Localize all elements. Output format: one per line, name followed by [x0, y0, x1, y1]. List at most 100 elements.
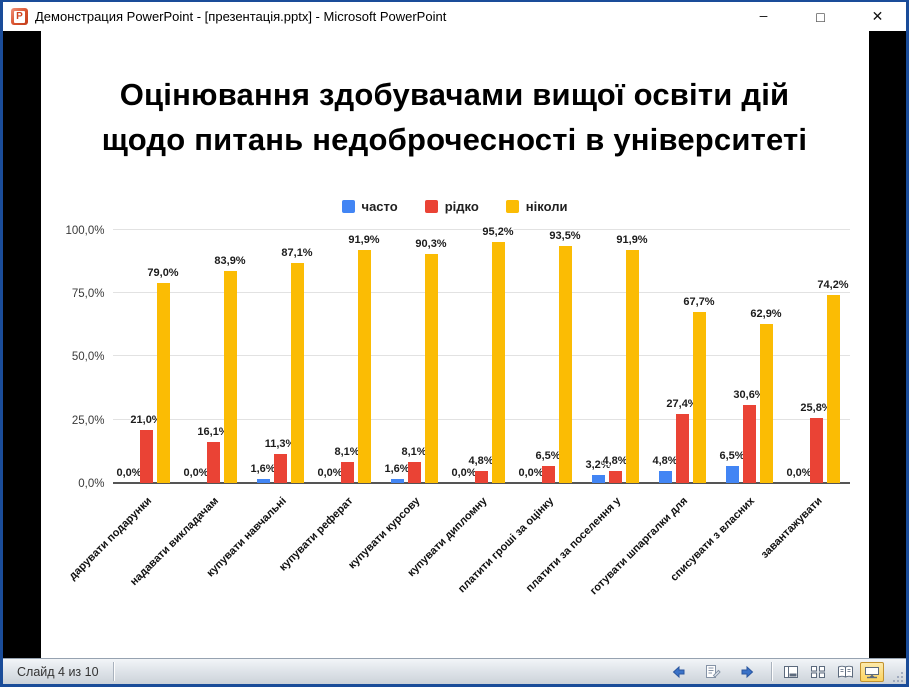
statusbar-separator — [112, 662, 114, 681]
legend-item: часто — [341, 199, 398, 214]
bar-value-label: 8,1% — [401, 446, 427, 459]
bar-value-label: 1,6% — [250, 462, 276, 475]
slideshow-nav — [655, 664, 771, 680]
x-axis-line — [112, 481, 850, 484]
bar-рідко — [675, 413, 689, 483]
bar-slot: 4,8% — [652, 230, 678, 483]
y-axis-tick-label: 25,0% — [71, 414, 105, 427]
bar-slot: 21,0% — [130, 230, 162, 483]
titlebar: P Демонстрация PowerPoint - [презентація… — [3, 2, 906, 31]
annotation-menu-icon — [706, 664, 721, 678]
bar-рідко — [340, 462, 354, 483]
bar-часто — [390, 478, 404, 483]
bar-slot: 11,3% — [265, 230, 295, 483]
bar-group: 1,6% 8,1% 90,3% — [381, 230, 448, 483]
previous-slide-button[interactable] — [671, 665, 687, 679]
slide-title-line1: Оцінювання здобувачами вищої освіти дій — [119, 77, 790, 112]
bar-slot: 74,2% — [817, 230, 849, 483]
bar-group: 1,6% 11,3% 87,1% — [247, 230, 314, 483]
bar-slot: 79,0% — [147, 230, 179, 483]
bar-value-label: 0,0% — [786, 466, 812, 479]
bar-ніколи — [491, 242, 505, 483]
legend-label: рідко — [444, 198, 479, 214]
bar-value-label: 91,9% — [616, 234, 648, 247]
window-controls: – □ ✕ — [735, 2, 906, 31]
bar-slot: 0,0% — [786, 230, 811, 483]
bar-chart: часто рідко ніколи 0,0% 25,0% 50,0% 75,0% 100,… — [41, 199, 869, 605]
bar-ніколи — [424, 254, 438, 483]
slide-menu-button[interactable] — [704, 664, 722, 680]
bar-slot: 0,0% — [518, 230, 543, 483]
chart-x-axis: дарувати подарунки надавати викладачам куп… — [67, 483, 850, 605]
presentation-stage[interactable]: Оцінювання здобувачами вищої освіти дій … — [3, 31, 906, 658]
bar-group: 0,0% 8,1% 91,9% — [314, 230, 381, 483]
slide-sorter-view-button[interactable] — [806, 662, 830, 682]
chart-legend: часто рідко ніколи — [41, 199, 869, 214]
bar-рідко — [809, 417, 823, 483]
bar-group: 0,0% 16,1% 83,9% — [180, 230, 247, 483]
bar-slot: 16,1% — [197, 230, 229, 483]
bar-ніколи — [692, 311, 706, 483]
slideshow-view-button[interactable] — [860, 661, 884, 682]
y-axis-tick-label: 100,0% — [65, 224, 105, 237]
bar-ніколи — [826, 295, 840, 483]
legend-item: рідко — [424, 198, 479, 214]
bar-slot: 83,9% — [214, 230, 246, 483]
legend-item: ніколи — [505, 198, 568, 214]
bar-value-label: 6,5% — [719, 450, 745, 463]
slide: Оцінювання здобувачами вищої освіти дій … — [40, 31, 869, 658]
minimize-button[interactable]: – — [759, 6, 768, 23]
bar-value-label: 83,9% — [214, 254, 246, 267]
bar-slot: 93,5% — [549, 230, 581, 483]
next-slide-button[interactable] — [739, 665, 755, 679]
bar-slot: 8,1% — [401, 230, 427, 483]
legend-label: ніколи — [525, 198, 568, 214]
bar-value-label: 4,8% — [652, 454, 678, 467]
bar-value-label: 90,3% — [415, 238, 447, 251]
bar-slot: 4,8% — [602, 230, 628, 483]
bar-рідко — [474, 470, 488, 483]
window-title: Демонстрация PowerPoint - [презентація.p… — [35, 9, 447, 24]
x-axis-label: завантажувати — [758, 494, 825, 561]
statusbar-separator — [771, 662, 772, 681]
y-axis-tick-label: 0,0% — [78, 477, 105, 490]
bar-ніколи — [357, 250, 371, 483]
maximize-button[interactable]: □ — [816, 8, 825, 25]
slide-title-line2: щодо питань недоброчесності в університе… — [101, 121, 808, 157]
bar-часто — [658, 470, 672, 483]
close-button[interactable]: ✕ — [871, 8, 884, 24]
bar-slot: 91,9% — [348, 230, 380, 483]
resize-grip[interactable] — [891, 659, 906, 684]
legend-swatch — [424, 199, 438, 213]
bar-group: 4,8% 27,4% 67,7% — [649, 230, 716, 483]
normal-view-button[interactable] — [779, 662, 803, 682]
bar-group: 0,0% 21,0% 79,0% — [113, 230, 180, 483]
bar-slot: 25,8% — [800, 230, 832, 483]
gridline — [112, 228, 850, 230]
bar-slot: 95,2% — [482, 226, 514, 483]
bar-value-label: 11,3% — [264, 438, 296, 451]
bar-рідко — [139, 429, 153, 483]
bar-value-label: 4,8% — [602, 454, 628, 467]
bar-slot: 90,3% — [415, 230, 447, 483]
bar-ніколи — [625, 250, 639, 483]
bar-value-label: 21,0% — [130, 413, 162, 426]
view-switcher — [772, 661, 891, 682]
previous-slide-arrow-icon — [672, 665, 685, 678]
bar-рідко — [541, 466, 555, 483]
bar-рідко — [608, 470, 622, 483]
bar-value-label: 30,6% — [733, 389, 765, 402]
bar-slot: 6,5% — [719, 230, 745, 483]
bar-group: 0,0% 4,8% 95,2% — [448, 226, 515, 483]
bar-slot: 0,0% — [183, 230, 208, 483]
bar-value-label: 25,8% — [800, 401, 832, 414]
reading-view-button[interactable] — [833, 662, 857, 682]
bar-slot: 3,2% — [585, 230, 611, 483]
legend-swatch — [505, 199, 519, 213]
bar-value-label: 91,9% — [348, 234, 380, 247]
normal-view-icon — [784, 665, 798, 678]
bar-value-label: 8,1% — [334, 446, 360, 459]
powerpoint-icon-letter: P — [14, 10, 25, 23]
bar-group: 6,5% 30,6% 62,9% — [716, 230, 783, 483]
